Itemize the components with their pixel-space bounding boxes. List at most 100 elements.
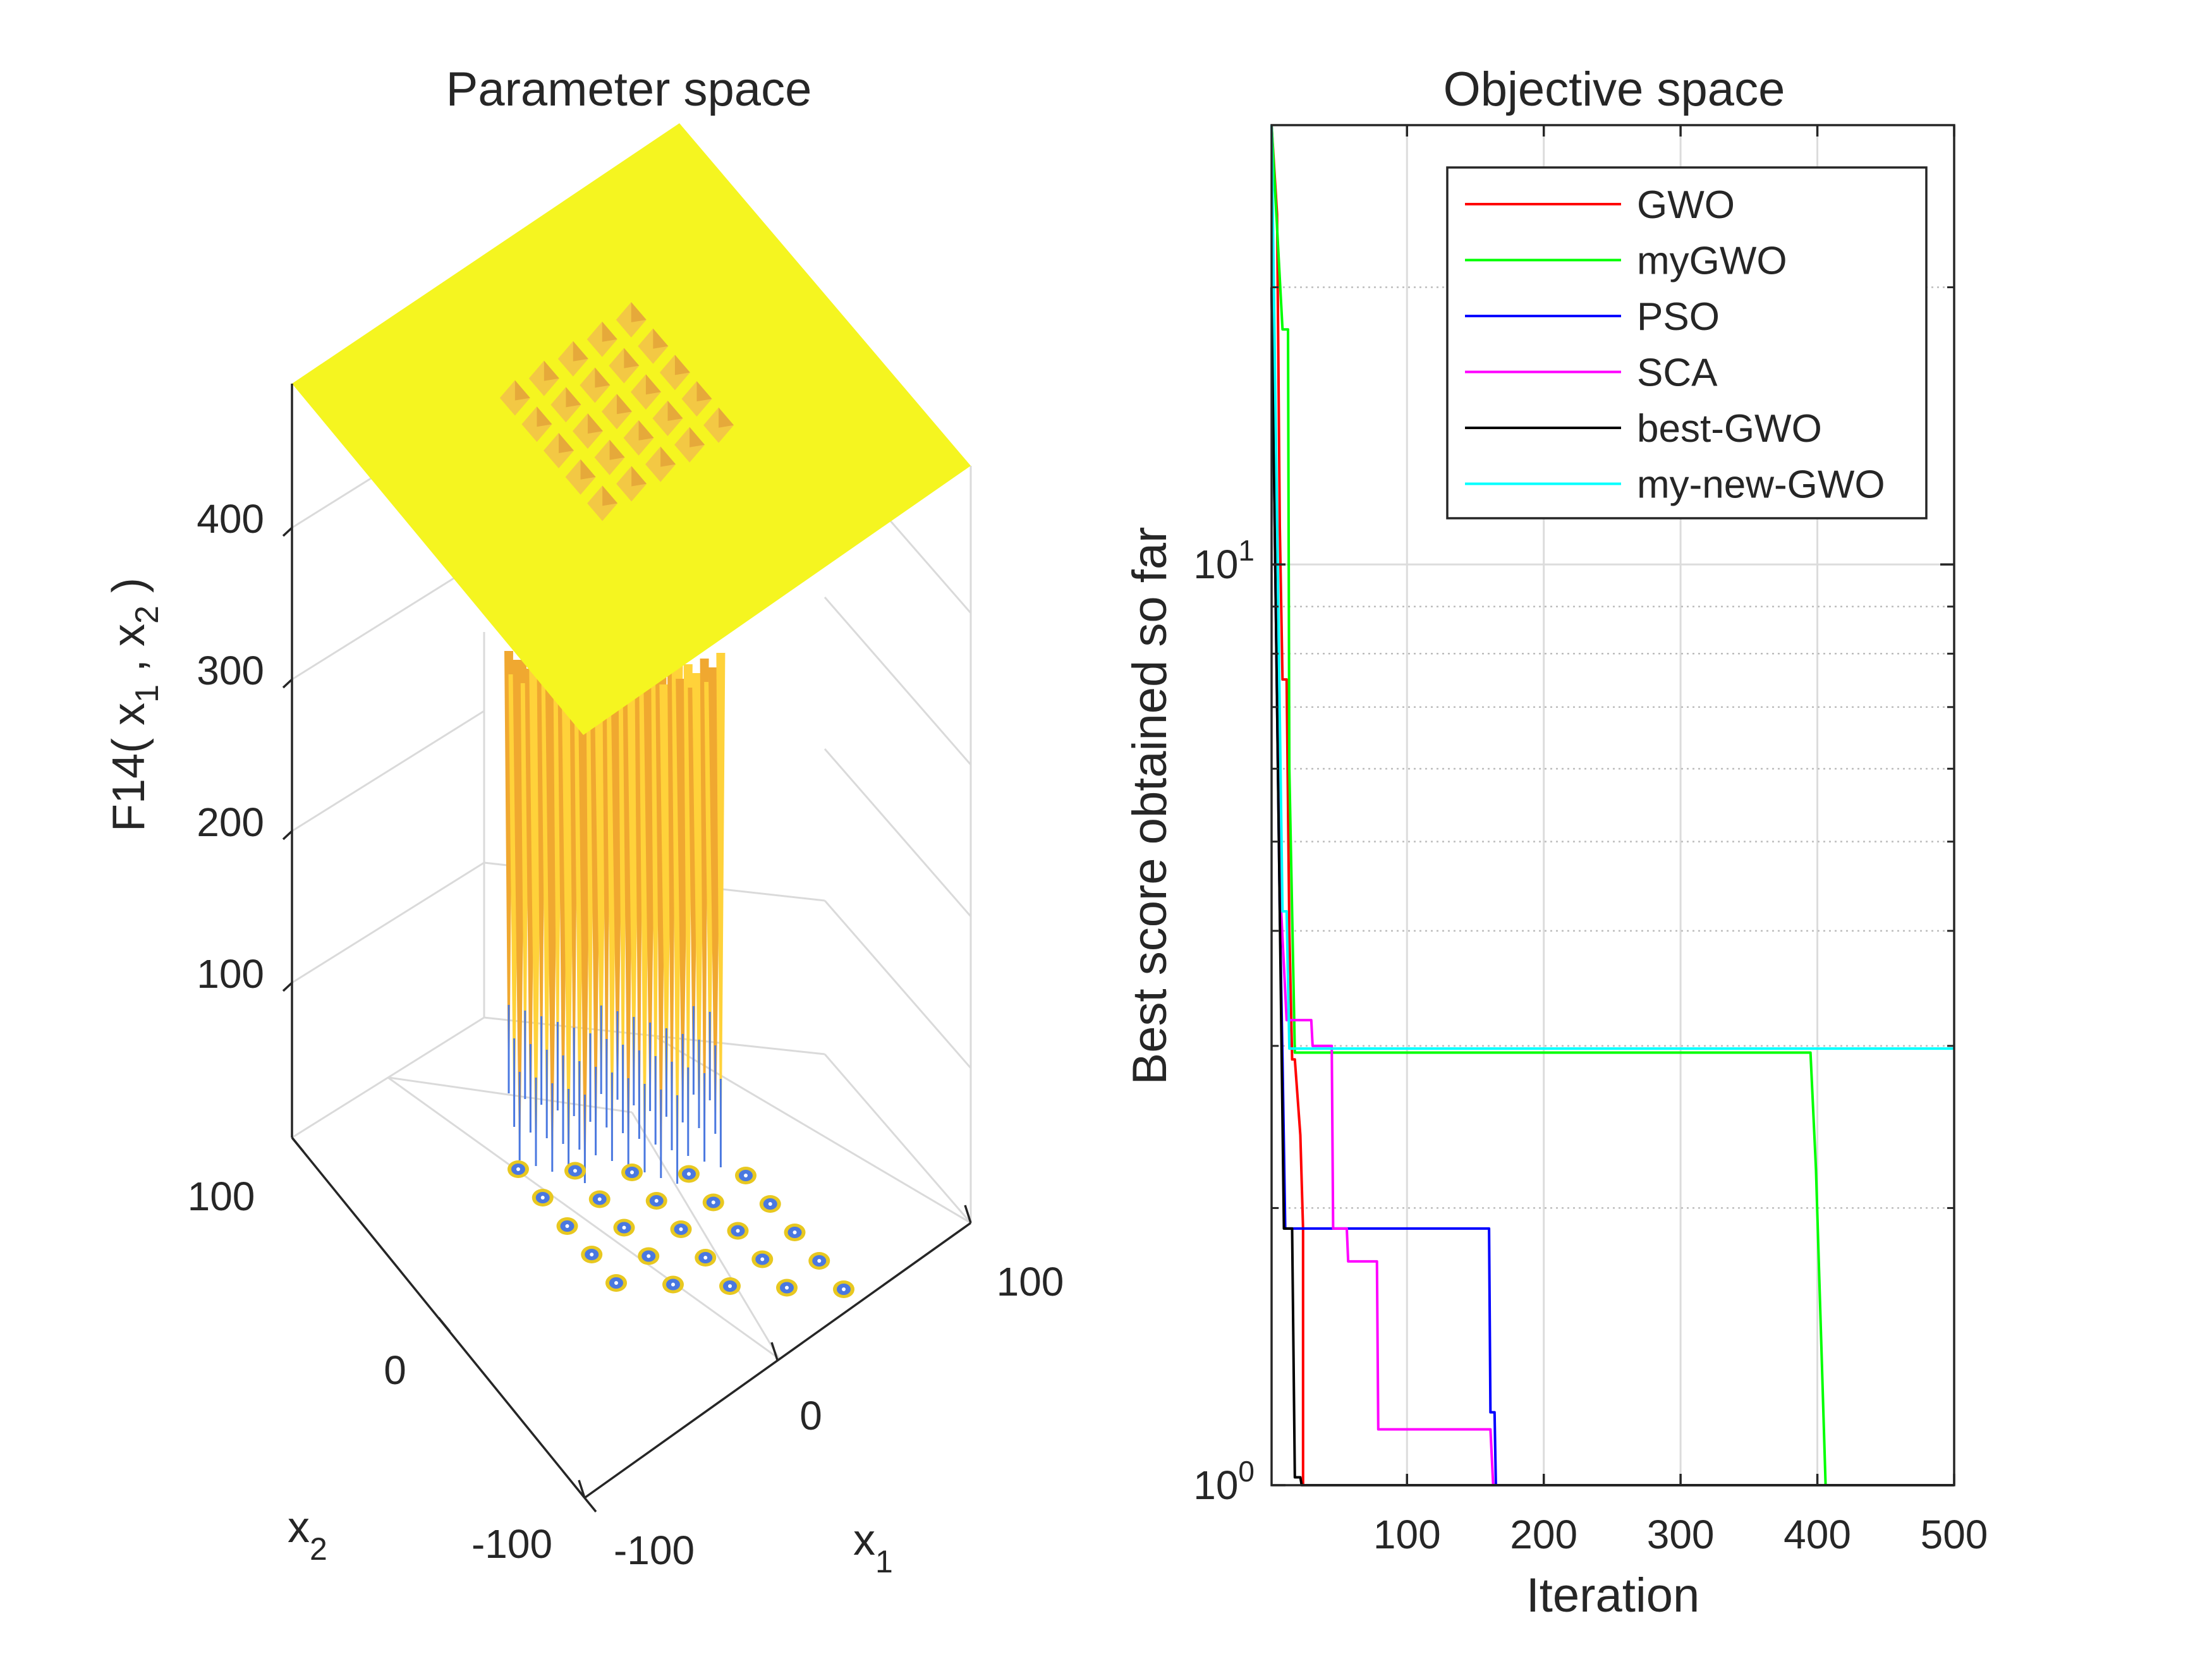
- minimum-marker: [556, 1217, 578, 1235]
- plateau-dimple: [703, 407, 734, 443]
- minimum-marker: [621, 1164, 643, 1181]
- x-tick-200: 200: [1510, 1512, 1577, 1557]
- plateau-dimple: [616, 302, 647, 337]
- minimum-marker: [605, 1274, 627, 1292]
- legend-label-my-new-gwo: my-new-GWO: [1637, 463, 1885, 507]
- plateau-dimple: [528, 360, 559, 396]
- surface-plot: Parameter space: [104, 63, 1064, 1579]
- x2-axis-line: [291, 1136, 586, 1499]
- x2-tick-0: 0: [384, 1347, 406, 1393]
- plateau-dimple: [499, 380, 530, 416]
- minimum-marker: [638, 1247, 660, 1265]
- x1-tick-neg100: -100: [614, 1528, 695, 1573]
- plateau-dimple: [616, 466, 647, 502]
- plateau-dimple: [572, 413, 603, 449]
- minimum-marker: [784, 1224, 806, 1241]
- surface-title: Parameter space: [446, 63, 812, 116]
- minimum-marker: [833, 1280, 854, 1298]
- convergence-ylabel: Best score obtained so far: [1123, 527, 1177, 1085]
- plateau-dimple: [601, 394, 632, 430]
- minimum-marker: [759, 1195, 781, 1213]
- minimum-marker: [695, 1249, 717, 1267]
- minimum-marker: [727, 1222, 749, 1240]
- y-tick-10: 101: [1193, 534, 1255, 587]
- plateau-dimple: [544, 433, 574, 468]
- x-tick-100: 100: [1373, 1512, 1441, 1557]
- series-line-gwo: [1270, 125, 1954, 1486]
- x-tick-400: 400: [1784, 1512, 1851, 1557]
- x2-tick-neg100: -100: [471, 1521, 552, 1567]
- plateau-dimple: [638, 328, 669, 364]
- series-line-my-new-gwo: [1270, 125, 1954, 1050]
- z-tick-100: 100: [197, 951, 264, 997]
- minimum-marker: [645, 1192, 667, 1210]
- plateau-dimple: [550, 387, 581, 423]
- minimum-marker: [662, 1275, 684, 1294]
- plateau-dimple: [630, 374, 661, 410]
- minimum-marker: [670, 1220, 692, 1238]
- legend-label-mygwo: myGWO: [1637, 240, 1787, 283]
- well-spike: [716, 653, 726, 1161]
- x1-axis-line: [583, 1222, 972, 1499]
- minimum-marker: [581, 1246, 603, 1263]
- plateau-dimple: [565, 459, 596, 495]
- surface-axes: [282, 384, 972, 1513]
- legend-label-sca: SCA: [1637, 351, 1718, 395]
- legend-label-pso: PSO: [1637, 295, 1720, 339]
- convergence-title: Objective space: [1443, 63, 1785, 116]
- minimum-marker: [507, 1160, 529, 1178]
- x1-tick-0: 0: [799, 1393, 822, 1438]
- minimum-marker: [719, 1277, 741, 1295]
- plateau-dimple: [580, 367, 611, 403]
- plateau-dimple: [674, 427, 705, 463]
- x1-axis-label: x1: [853, 1515, 893, 1579]
- plateau-dimple: [681, 381, 712, 417]
- legend-label-best-gwo: best-GWO: [1637, 407, 1822, 451]
- y-tick-1: 100: [1193, 1455, 1255, 1508]
- minimum-marker: [808, 1252, 830, 1270]
- minimum-marker: [751, 1250, 774, 1268]
- x-tick-500: 500: [1921, 1512, 1988, 1557]
- convergence-xlabel: Iteration: [1526, 1569, 1700, 1622]
- minimum-marker: [702, 1193, 724, 1212]
- z-tick-400: 400: [197, 496, 264, 542]
- convergence-plot: Objective space 100 200 300 400 500 100 …: [1123, 63, 1988, 1622]
- minimum-marker: [588, 1190, 611, 1208]
- convergence-series: [1270, 125, 1954, 1486]
- minimum-marker: [678, 1165, 700, 1183]
- plateau-dimple: [623, 420, 654, 456]
- plateau-dimple: [659, 355, 690, 391]
- minimum-marker: [564, 1162, 586, 1180]
- z-tick-300: 300: [197, 648, 264, 693]
- plateau-dimple: [609, 348, 640, 384]
- plot-frame: [1270, 124, 1955, 1486]
- minimum-marker: [776, 1279, 798, 1297]
- plateau-dimple: [521, 406, 552, 442]
- plateau-dimple: [586, 321, 617, 357]
- plateau-dimple: [652, 401, 683, 436]
- x2-tick-100: 100: [188, 1174, 255, 1219]
- z-axis-label: F14( x1 , x2 ): [104, 578, 166, 832]
- surface-plateau: [292, 123, 971, 735]
- x-tick-labels: 100 200 300 400 500: [1373, 1512, 1988, 1557]
- plateau-dimple: [594, 439, 625, 475]
- x-tick-300: 300: [1647, 1512, 1715, 1557]
- legend-label-gwo: GWO: [1637, 183, 1735, 227]
- surface-tick-labels: -100 0 100 -100 0 100 100 200 300 400: [188, 496, 1064, 1573]
- minimum-marker: [735, 1167, 757, 1184]
- minimum-marker: [613, 1218, 635, 1237]
- x2-axis-label: x2: [288, 1502, 327, 1567]
- z-tick-200: 200: [197, 799, 264, 845]
- plateau-dimple: [557, 341, 588, 377]
- surface-wells: [504, 651, 854, 1298]
- minimum-marker: [532, 1189, 554, 1206]
- x1-tick-100: 100: [997, 1259, 1064, 1304]
- plateau-dimple: [587, 485, 618, 521]
- series-line-mygwo: [1270, 125, 1954, 1486]
- legend-box: [1446, 166, 1928, 520]
- legend: GWO myGWO PSO SCA best-GWO my-new-GWO: [1446, 166, 1928, 520]
- series-line-sca: [1270, 287, 1722, 1486]
- plateau-dimple: [645, 446, 676, 482]
- series-line-best-gwo: [1270, 287, 1954, 1486]
